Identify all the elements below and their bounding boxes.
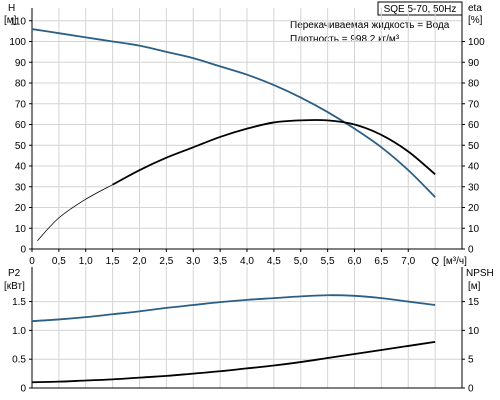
x-axis-unit-label: [м³/ч]	[443, 256, 467, 267]
upper-left-tick-label: 0	[20, 245, 26, 256]
upper-left-tick-label: 70	[15, 99, 27, 110]
upper-right-tick-label: 0	[468, 245, 474, 256]
x-tick-label: 2,5	[159, 256, 173, 267]
x-tick-label: 1,5	[106, 256, 120, 267]
x-axis-q-label: Q	[431, 256, 439, 267]
x-tick-label: 1,0	[79, 256, 93, 267]
upper-left-tick-label: 40	[15, 162, 27, 173]
lower-right-tick-label: 5	[468, 355, 474, 366]
upper-right-axis-unit: [%]	[468, 15, 483, 26]
upper-right-tick-label: 80	[468, 79, 480, 90]
upper-left-axis-unit: [м]	[4, 15, 17, 26]
x-tick-label: 0,5	[52, 256, 66, 267]
upper-left-tick-label: 90	[15, 58, 27, 69]
x-tick-label: 6,5	[374, 256, 388, 267]
upper-left-tick-label: 80	[15, 79, 27, 90]
upper-left-tick-label: 60	[15, 120, 27, 131]
x-tick-label: 6,0	[348, 256, 362, 267]
lower-left-axis-unit: [кВт]	[4, 281, 25, 292]
x-tick-label: 0	[29, 256, 35, 267]
upper-right-tick-label: 30	[468, 182, 480, 193]
lower-right-axis-unit: [м]	[468, 281, 481, 292]
upper-right-axis-title: eta	[468, 3, 482, 14]
upper-left-tick-label: 110	[10, 16, 26, 27]
x-tick-label: 3,5	[213, 256, 227, 267]
x-tick-label: 4,0	[240, 256, 254, 267]
efficiency-curve	[112, 119, 436, 186]
lower-right-tick-label: 15	[468, 297, 480, 308]
npsh-curve	[31, 341, 436, 384]
x-tick-label: 7,0	[401, 256, 415, 267]
info-line-liquid: Перекачиваемая жидкость = Вода	[290, 20, 450, 31]
upper-right-tick-label: 100	[468, 37, 485, 48]
lower-right-tick-label: 10	[468, 326, 480, 337]
upper-right-tick-label: 20	[468, 203, 480, 214]
upper-right-tick-label: 90	[468, 58, 480, 69]
upper-left-tick-label: 100	[9, 37, 26, 48]
lower-right-tick-label: 0	[468, 384, 474, 395]
x-tick-label: 3,0	[186, 256, 200, 267]
lower-left-tick-label: 1.0	[12, 326, 26, 337]
upper-right-tick-label: 40	[468, 162, 480, 173]
lower-left-tick-label: 0.5	[12, 355, 26, 366]
lower-left-tick-label: 0	[20, 384, 26, 395]
head-curve	[31, 28, 436, 198]
x-tick-label: 2,0	[133, 256, 147, 267]
upper-left-tick-label: 50	[15, 141, 27, 152]
power-curve	[31, 294, 436, 323]
x-tick-label: 5,0	[294, 256, 308, 267]
upper-left-tick-label: 10	[15, 224, 27, 235]
upper-left-tick-label: 30	[15, 182, 27, 193]
upper-right-tick-label: 10	[468, 224, 480, 235]
x-tick-label: 4,5	[267, 256, 281, 267]
upper-right-tick-label: 50	[468, 141, 480, 152]
x-tick-label: 5,5	[321, 256, 335, 267]
chart-title: SQE 5-70, 50Hz	[384, 4, 457, 15]
lower-left-axis-title: P2	[8, 268, 21, 279]
upper-left-tick-label: 20	[15, 203, 27, 214]
info-line-density: Плотность = 998.2 кг/м³	[290, 34, 400, 45]
upper-left-axis-title: H	[8, 3, 15, 14]
upper-right-tick-label: 70	[468, 99, 480, 110]
efficiency-curve-extrapolated	[37, 184, 113, 241]
lower-left-tick-label: 1.5	[12, 297, 26, 308]
lower-right-axis-title: NPSH	[466, 268, 494, 279]
upper-right-tick-label: 60	[468, 120, 480, 131]
